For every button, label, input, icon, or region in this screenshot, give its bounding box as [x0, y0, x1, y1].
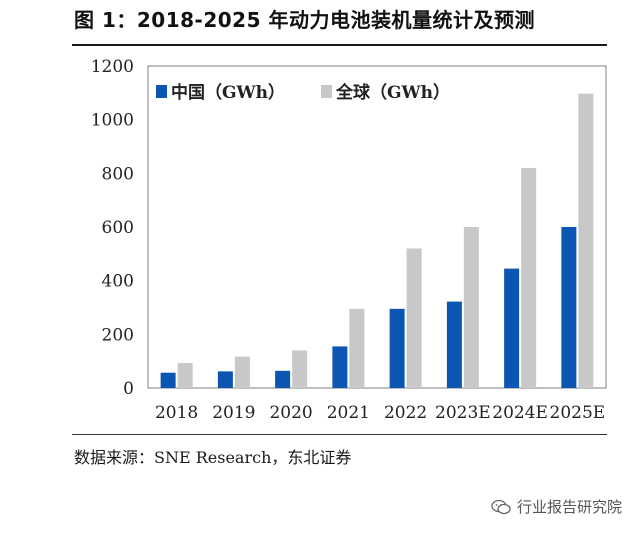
bar-china-2022: 中国（GWh） 2022: 295	[389, 308, 405, 388]
y-tick-label: 800	[102, 164, 134, 184]
source-divider	[72, 434, 607, 435]
bar-china-2023e: 中国（GWh） 2023E: 322	[446, 301, 462, 388]
x-tick-label: 2019	[212, 403, 255, 423]
legend-label-global: 全球（GWh）	[335, 82, 450, 103]
bar-china-2021: 中国（GWh） 2021: 155	[332, 346, 348, 388]
title-divider	[72, 44, 607, 46]
page-title: 图 1：2018-2025 年动力电池装机量统计及预测	[74, 8, 535, 32]
bar-china-2025e: 中国（GWh） 2025E: 600	[561, 227, 577, 388]
y-tick-label: 400	[102, 272, 134, 292]
bar-global-2024e: 全球（GWh） 2024E: 820	[521, 167, 537, 388]
x-tick-label: 2024E	[492, 403, 548, 423]
bar-global-2025e: 全球（GWh） 2025E: 1097	[578, 93, 594, 388]
wechat-icon	[491, 499, 511, 514]
legend-label-china: 中国（GWh）	[171, 82, 285, 103]
x-tick-label: 2020	[269, 403, 312, 423]
bar-global-2018: 全球（GWh） 2018: 93	[177, 363, 193, 388]
legend-swatch-global	[321, 85, 332, 98]
y-tick-label: 0	[123, 379, 134, 399]
bar-china-2020: 中国（GWh） 2020: 64	[275, 370, 291, 388]
bar-global-2020: 全球（GWh） 2020: 140	[292, 350, 308, 388]
x-tick-label: 2018	[155, 403, 198, 423]
y-tick-label: 1200	[91, 57, 134, 77]
x-tick-label: 2025E	[550, 403, 606, 423]
y-tick-label: 600	[102, 218, 134, 238]
bar-global-2021: 全球（GWh） 2021: 295	[349, 308, 365, 388]
bar-global-2023e: 全球（GWh） 2023E: 600	[463, 227, 479, 388]
bar-global-2022: 全球（GWh） 2022: 520	[406, 248, 422, 388]
watermark: 行业报告研究院	[491, 496, 622, 517]
bar-china-2024e: 中国（GWh） 2024E: 445	[504, 268, 520, 388]
watermark-text: 行业报告研究院	[516, 498, 622, 516]
bar-global-2019: 全球（GWh） 2019: 117	[234, 356, 250, 388]
y-tick-label: 200	[102, 325, 134, 345]
legend-swatch-china	[156, 85, 167, 98]
plot-area	[147, 65, 607, 389]
x-tick-label: 2023E	[435, 403, 491, 423]
x-tick-label: 2021	[327, 403, 370, 423]
bar-china-2019: 中国（GWh） 2019: 62	[217, 371, 233, 388]
y-tick-label: 1000	[91, 111, 134, 131]
x-tick-label: 2022	[384, 403, 427, 423]
bar-china-2018: 中国（GWh） 2018: 57	[160, 372, 176, 388]
source-note: 数据来源：SNE Research，东北证券	[74, 448, 352, 467]
